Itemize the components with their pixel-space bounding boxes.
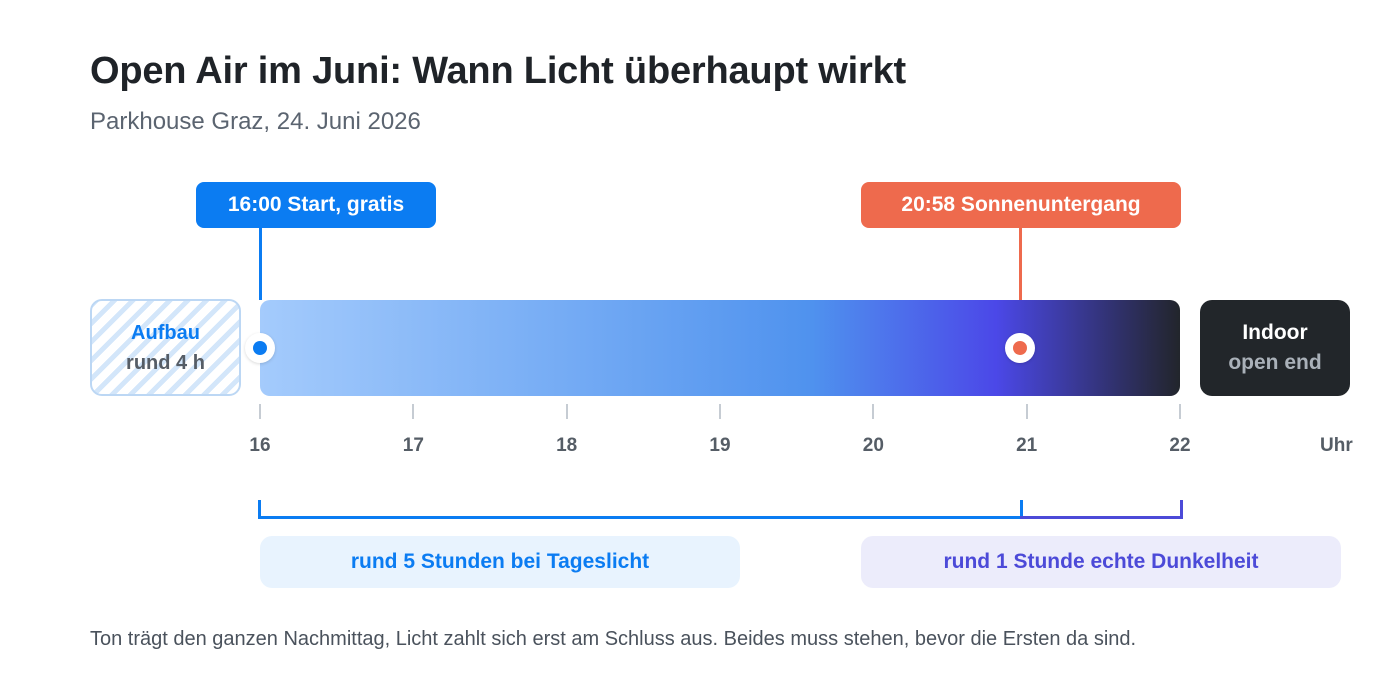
axis-tick-label: 22 [1169,435,1191,456]
daylight-bracket [258,500,1023,519]
start-connector-line [259,228,262,300]
axis-tick-label: 18 [556,435,578,456]
axis-tick [872,404,875,419]
footnote: Ton trägt den ganzen Nachmittag, Licht z… [90,628,1137,650]
sunset-marker [1005,333,1035,363]
darkness-caption: rund 1 Stunde echte Dunkelheit [861,536,1341,588]
axis-tick [1179,404,1181,419]
axis-tick [259,404,261,419]
sunset-connector-line [1019,228,1022,300]
page-title: Open Air im Juni: Wann Licht überhaupt w… [90,50,906,92]
axis-tick-label: 19 [709,435,731,456]
setup-phase-title: Aufbau [131,321,200,344]
daylight-caption: rund 5 Stunden bei Tageslicht [260,536,740,588]
axis-tick-label: 17 [402,435,424,456]
axis-tick [412,404,415,419]
start-time-label: 16:00 Start, gratis [196,182,436,228]
indoor-phase-subtitle: open end [1228,351,1322,374]
axis-tick [1025,404,1028,419]
sunset-marker-dot [1013,341,1027,355]
setup-phase-duration: rund 4 h [126,351,205,374]
sunset-time-label: 20:58 Sonnenuntergang [861,182,1181,228]
axis-tick-label: 21 [1016,435,1038,456]
axis-tick [719,404,721,419]
axis-tick [565,404,568,419]
page-subtitle: Parkhouse Graz, 24. Juni 2026 [90,108,421,135]
start-marker-dot [253,341,267,355]
indoor-phase-title: Indoor [1242,321,1308,344]
start-marker [245,333,275,363]
daylight-gradient-bar [260,300,1180,396]
darkness-bracket [1020,500,1183,519]
axis-tick-label: 16 [249,435,271,456]
indoor-phase-box: Indoor open end [1200,300,1350,396]
time-axis: Uhr 16 17 18 19 20 21 22 [0,400,1400,470]
axis-unit-label: Uhr [1320,435,1353,456]
setup-phase-box: Aufbau rund 4 h [90,299,241,396]
axis-tick-label: 20 [862,435,884,456]
